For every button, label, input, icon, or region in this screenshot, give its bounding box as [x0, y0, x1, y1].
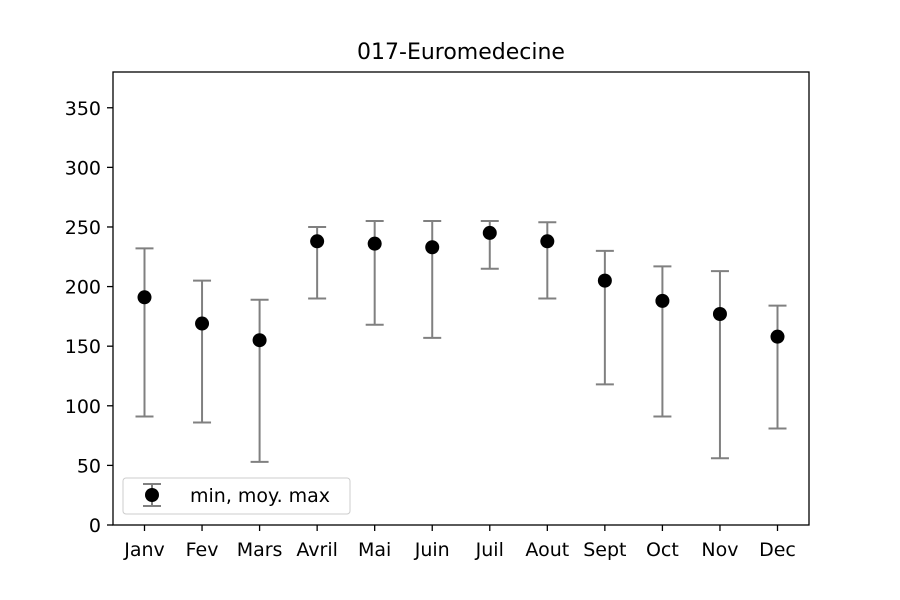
y-tick-label-300: 300	[65, 157, 101, 179]
x-tick-label-Janv: Janv	[123, 539, 165, 561]
x-tick-label-Mai: Mai	[358, 539, 391, 561]
x-tick-label-Nov: Nov	[701, 539, 738, 561]
mean-point-Nov	[712, 306, 727, 321]
mean-point-Juil	[482, 225, 497, 240]
x-tick-label-Fev: Fev	[186, 539, 219, 561]
y-axis: 0 50 100 150 200 250 300 350	[65, 98, 113, 537]
y-tick-label-0: 0	[89, 515, 101, 537]
mean-point-Janv	[137, 290, 152, 305]
errorbar-layer	[135, 220, 787, 463]
mean-point-Juin	[425, 240, 440, 255]
x-tick-label-Aout: Aout	[525, 539, 569, 561]
mean-point-Mai	[367, 236, 382, 251]
mean-point-Avril	[310, 234, 325, 249]
y-tick-label-50: 50	[77, 455, 101, 477]
x-axis: Janv Fev Mars Avril Mai Juin Juil Aout Sept Oct No…	[123, 525, 796, 561]
mean-point-Oct	[655, 293, 670, 308]
y-tick-label-200: 200	[65, 277, 101, 299]
plot-frame	[112, 71, 810, 526]
legend-marker-icon	[145, 488, 159, 502]
x-tick-label-Avril: Avril	[296, 539, 338, 561]
x-tick-label-Dec: Dec	[759, 539, 796, 561]
x-tick-label-Juil: Juil	[475, 539, 504, 561]
legend-box	[122, 477, 351, 515]
chart-title: 017-Euromedecine	[357, 40, 565, 65]
legend: min, moy. max	[122, 477, 351, 515]
mean-point-Fev	[195, 316, 210, 331]
y-tick-label-100: 100	[65, 396, 101, 418]
marker-layer	[137, 225, 785, 348]
x-tick-label-Sept: Sept	[583, 539, 626, 561]
mean-point-Aout	[540, 234, 555, 249]
y-tick-label-250: 250	[65, 217, 101, 239]
mean-point-Dec	[770, 329, 785, 344]
x-tick-label-Juin: Juin	[414, 539, 450, 561]
mean-point-Mars	[252, 333, 267, 348]
y-tick-label-150: 150	[65, 336, 101, 358]
mean-point-Sept	[597, 273, 612, 288]
y-tick-label-350: 350	[65, 98, 101, 120]
x-tick-label-Oct: Oct	[646, 539, 679, 561]
x-tick-label-Mars: Mars	[237, 539, 283, 561]
legend-label: min, moy. max	[190, 485, 330, 507]
